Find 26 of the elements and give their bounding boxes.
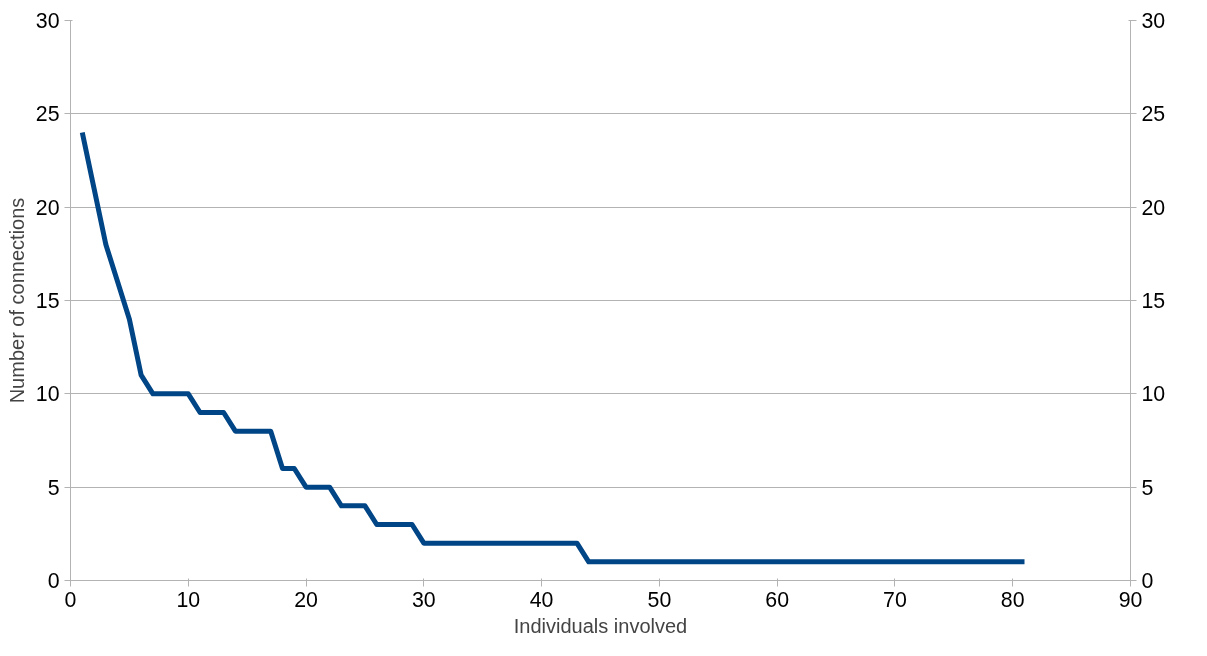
y-tick-label: 20	[35, 195, 60, 220]
x-tick-label: 40	[529, 587, 554, 612]
x-tick-label: 70	[883, 587, 907, 612]
x-tick-label: 10	[176, 587, 201, 612]
y2-tick-label: 25	[1141, 102, 1166, 127]
y-tick-label: 30	[35, 9, 60, 33]
y2-tick-label: 15	[1141, 289, 1166, 313]
y2-tick-label: 5	[1141, 475, 1154, 500]
y-tick-label: 5	[47, 475, 60, 500]
y2-tick-label: 0	[1141, 569, 1154, 593]
x-axis-title: Individuals involved	[513, 614, 688, 637]
x-tick-label: 80	[1000, 587, 1025, 612]
y-tick-label: 0	[47, 569, 60, 593]
x-tick-label: 90	[1118, 587, 1143, 612]
y-tick-label: 10	[35, 382, 60, 407]
y2-tick-label: 20	[1141, 195, 1166, 220]
x-tick-label: 0	[64, 587, 77, 612]
y-tick-label: 15	[35, 289, 60, 313]
x-tick-label: 30	[411, 587, 436, 612]
x-tick-label: 60	[765, 587, 790, 612]
y-axis-title: Number of connections	[5, 197, 28, 404]
y2-tick-label: 30	[1141, 9, 1166, 33]
y2-tick-label: 10	[1141, 382, 1166, 407]
x-tick-label: 20	[294, 587, 319, 612]
x-tick-label: 50	[647, 587, 672, 612]
y-tick-label: 25	[35, 102, 60, 127]
